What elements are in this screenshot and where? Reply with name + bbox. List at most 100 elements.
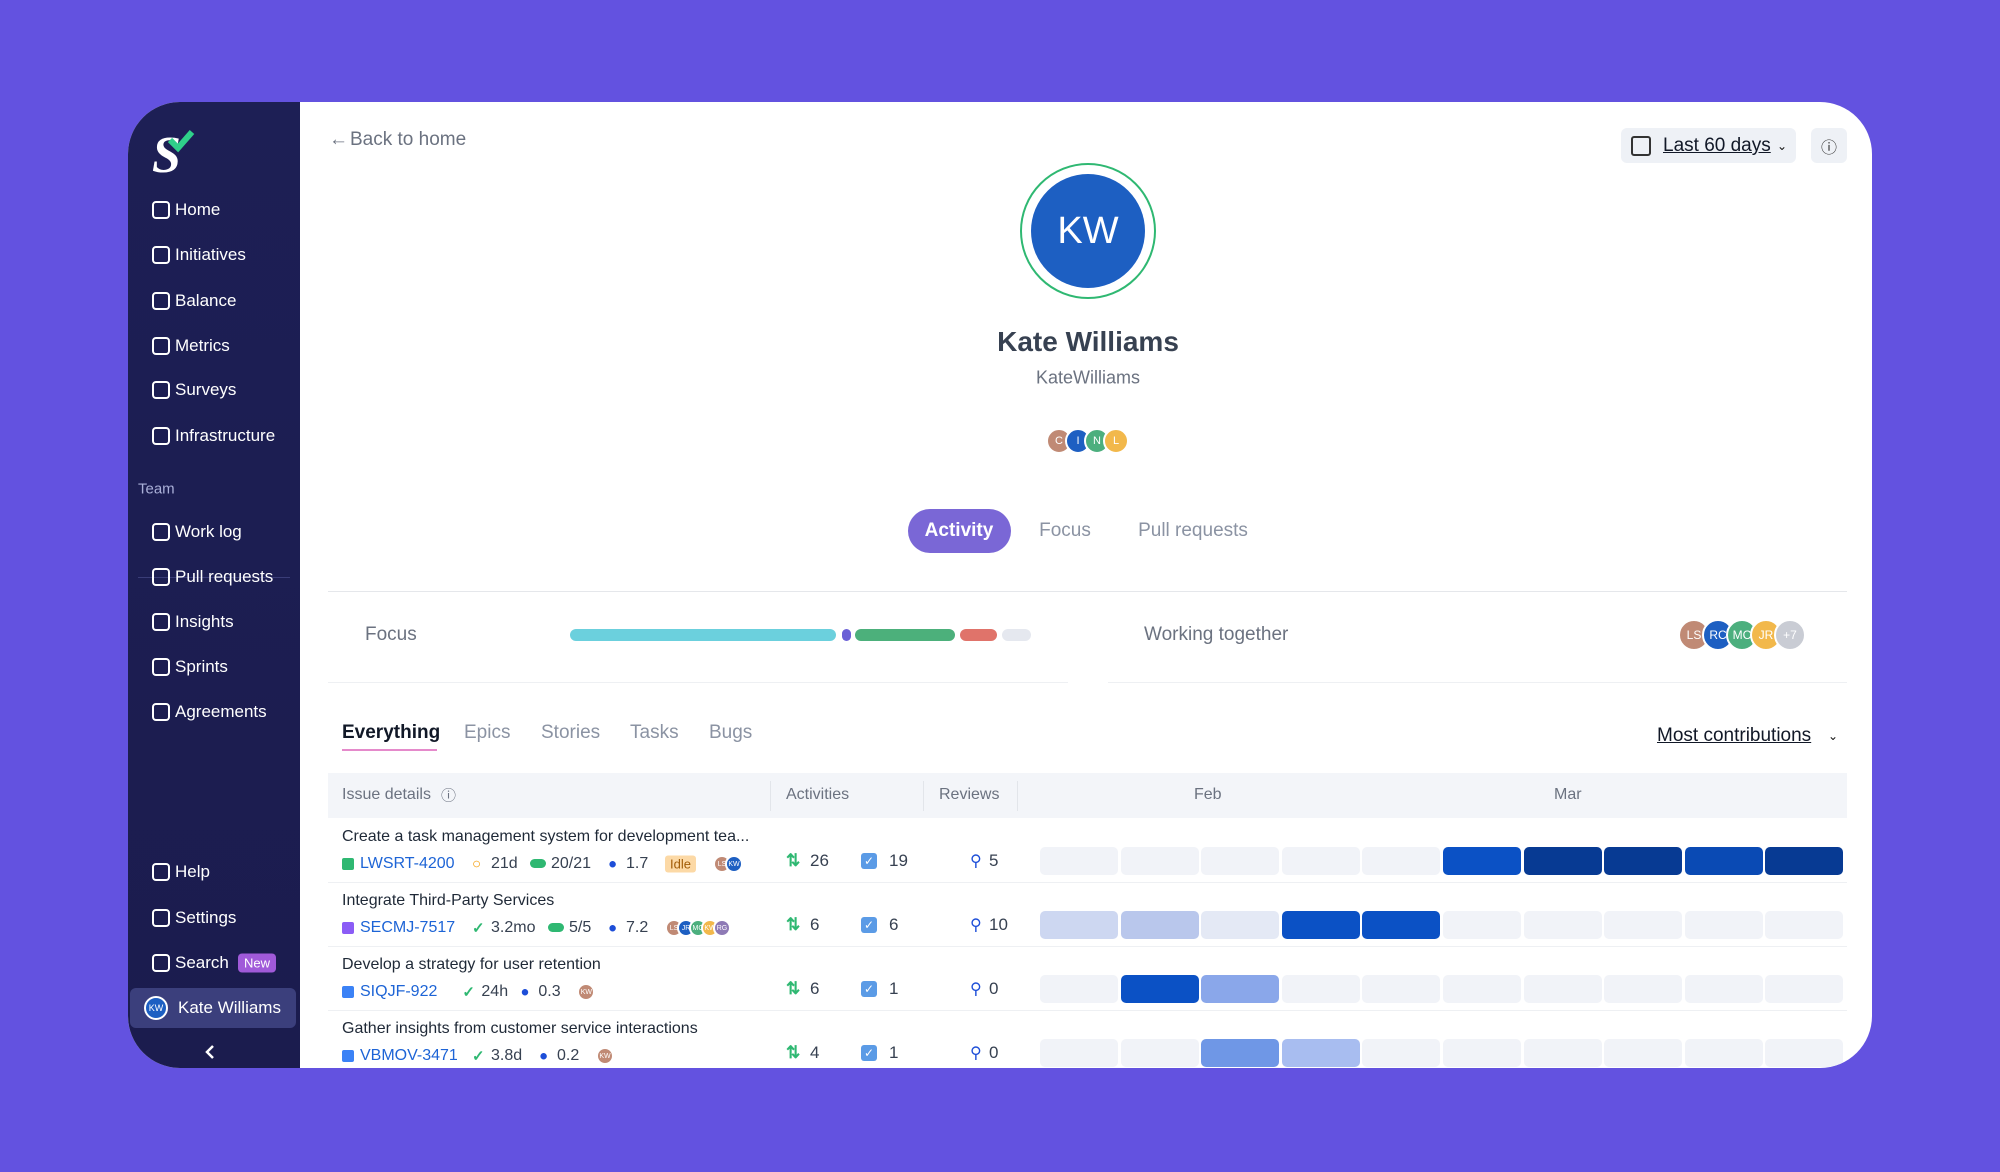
collapse-button[interactable] bbox=[200, 1042, 220, 1062]
svg-text:S: S bbox=[152, 127, 181, 180]
user-name[interactable]: Kate Williams bbox=[178, 998, 281, 1017]
nav-item[interactable]: Work log bbox=[175, 522, 242, 541]
issue-key[interactable]: SIQJF-922 bbox=[360, 983, 438, 1000]
review-icon: ⚲ bbox=[970, 853, 982, 870]
nav-item[interactable]: Sprints bbox=[175, 657, 228, 676]
heat-cell bbox=[1443, 911, 1521, 939]
status-icon: ✓ bbox=[472, 1048, 485, 1065]
status-icon: ✓ bbox=[462, 984, 475, 1001]
issue-tab[interactable]: Bugs bbox=[709, 722, 753, 743]
score: 1.7 bbox=[626, 855, 649, 872]
issue-tab[interactable]: Epics bbox=[464, 722, 511, 743]
issue-key[interactable]: VBMOV-3471 bbox=[360, 1047, 458, 1064]
nav-item[interactable]: Metrics bbox=[175, 336, 230, 355]
sort-dropdown[interactable]: Most contributions bbox=[1657, 725, 1812, 746]
tab[interactable]: Pull requests bbox=[1138, 520, 1248, 541]
age: 3.2mo bbox=[491, 919, 536, 936]
heat-cell bbox=[1684, 847, 1763, 875]
issue-tab[interactable]: Tasks bbox=[630, 722, 679, 743]
age: 21d bbox=[491, 855, 518, 872]
sidebar: S Home Initiatives Balance Metrics Surveys In… bbox=[128, 102, 300, 1068]
focus-segment bbox=[855, 629, 955, 641]
progress-icon bbox=[530, 859, 546, 868]
month-label: Mar bbox=[1554, 786, 1582, 803]
date-picker[interactable]: Last 60 days bbox=[1663, 135, 1771, 156]
heat-cell bbox=[1040, 911, 1118, 939]
heat-cell bbox=[1201, 1039, 1280, 1067]
tab[interactable]: Focus bbox=[1039, 520, 1091, 541]
chevron: ⌄ bbox=[1828, 729, 1839, 743]
issue-title[interactable]: Gather insights from customer service in… bbox=[342, 1020, 698, 1037]
issue-key[interactable]: LWSRT-4200 bbox=[360, 855, 455, 872]
nav-item[interactable]: Help bbox=[175, 862, 210, 881]
pr-icon: ⇅ bbox=[786, 915, 801, 934]
nav-item[interactable]: Pull requests bbox=[175, 567, 274, 586]
issue-tab[interactable]: Stories bbox=[541, 722, 601, 743]
review-count: 0 bbox=[989, 1043, 999, 1062]
score: 7.2 bbox=[626, 919, 649, 936]
heat-cell bbox=[1443, 975, 1521, 1003]
heat-cell bbox=[1443, 847, 1521, 875]
heat-cell bbox=[1604, 847, 1683, 875]
issue-title[interactable]: Create a task management system for deve… bbox=[342, 828, 750, 845]
issue-tab[interactable]: Everything bbox=[342, 722, 441, 743]
review-count: 0 bbox=[989, 979, 999, 998]
progress: 20/21 bbox=[551, 855, 592, 872]
nav-icon bbox=[152, 427, 170, 445]
heat-cell bbox=[1684, 911, 1763, 939]
heat-cell bbox=[1523, 975, 1602, 1003]
tab-underline bbox=[342, 749, 437, 751]
nav-item[interactable]: Balance bbox=[175, 291, 237, 310]
section-label: Team bbox=[138, 480, 175, 498]
back-link[interactable]: Back to home bbox=[350, 129, 467, 150]
nav-icon bbox=[152, 954, 170, 972]
review-icon: ⚲ bbox=[970, 981, 982, 998]
heat-cell bbox=[1604, 975, 1683, 1003]
avatar: L bbox=[1103, 428, 1129, 454]
profile-name: Kate Williams bbox=[997, 326, 1179, 357]
task-count: 19 bbox=[889, 851, 908, 870]
nav-item[interactable]: Agreements bbox=[175, 702, 267, 721]
heat-cell bbox=[1362, 975, 1441, 1003]
issue-title[interactable]: Integrate Third-Party Services bbox=[342, 892, 555, 909]
nav-item[interactable]: Initiatives bbox=[175, 245, 246, 264]
pr-icon: ⇅ bbox=[786, 851, 801, 870]
nav-item[interactable]: Search bbox=[175, 953, 229, 972]
focus-segment bbox=[1002, 629, 1031, 641]
progress: 5/5 bbox=[569, 919, 592, 936]
nav-item[interactable]: Settings bbox=[175, 908, 237, 927]
profile-avatar: KW bbox=[1031, 174, 1145, 288]
heat-cell bbox=[1201, 847, 1280, 875]
nav-item[interactable]: Insights bbox=[175, 612, 234, 631]
info-button[interactable]: ⓘ bbox=[1811, 128, 1847, 163]
nav-icon bbox=[152, 201, 170, 219]
nav-item[interactable]: Surveys bbox=[175, 380, 237, 399]
heat-cell bbox=[1765, 911, 1844, 939]
new-badge: New bbox=[238, 953, 277, 973]
nav-icon bbox=[152, 292, 170, 310]
tab[interactable]: Activity bbox=[924, 520, 994, 541]
nav-icon bbox=[152, 613, 170, 631]
type-icon bbox=[342, 922, 354, 934]
column-header: Reviews bbox=[939, 786, 1000, 803]
back-link[interactable]: ← bbox=[329, 129, 348, 150]
type-icon bbox=[342, 1050, 354, 1062]
heat-cell bbox=[1281, 911, 1360, 939]
heat-cell bbox=[1523, 1039, 1602, 1067]
avatar: RG bbox=[713, 919, 731, 937]
nav-item[interactable]: Home bbox=[175, 200, 221, 219]
heat-cell bbox=[1120, 975, 1199, 1003]
avatar: KW bbox=[596, 1047, 614, 1065]
focus-label: Focus bbox=[365, 624, 417, 645]
issue-title[interactable]: Develop a strategy for user retention bbox=[342, 956, 601, 973]
person-icon: ● bbox=[520, 983, 530, 1001]
issue-key[interactable]: SECMJ-7517 bbox=[360, 919, 456, 936]
heat-cell bbox=[1201, 975, 1280, 1003]
heat-cell bbox=[1201, 911, 1280, 939]
heat-cell bbox=[1523, 847, 1602, 875]
nav-item[interactable]: Infrastructure bbox=[175, 426, 276, 445]
focus-segment bbox=[842, 629, 851, 641]
heat-cell bbox=[1443, 1039, 1521, 1067]
table-header-bg bbox=[328, 773, 1847, 818]
review-count: 10 bbox=[989, 915, 1008, 934]
